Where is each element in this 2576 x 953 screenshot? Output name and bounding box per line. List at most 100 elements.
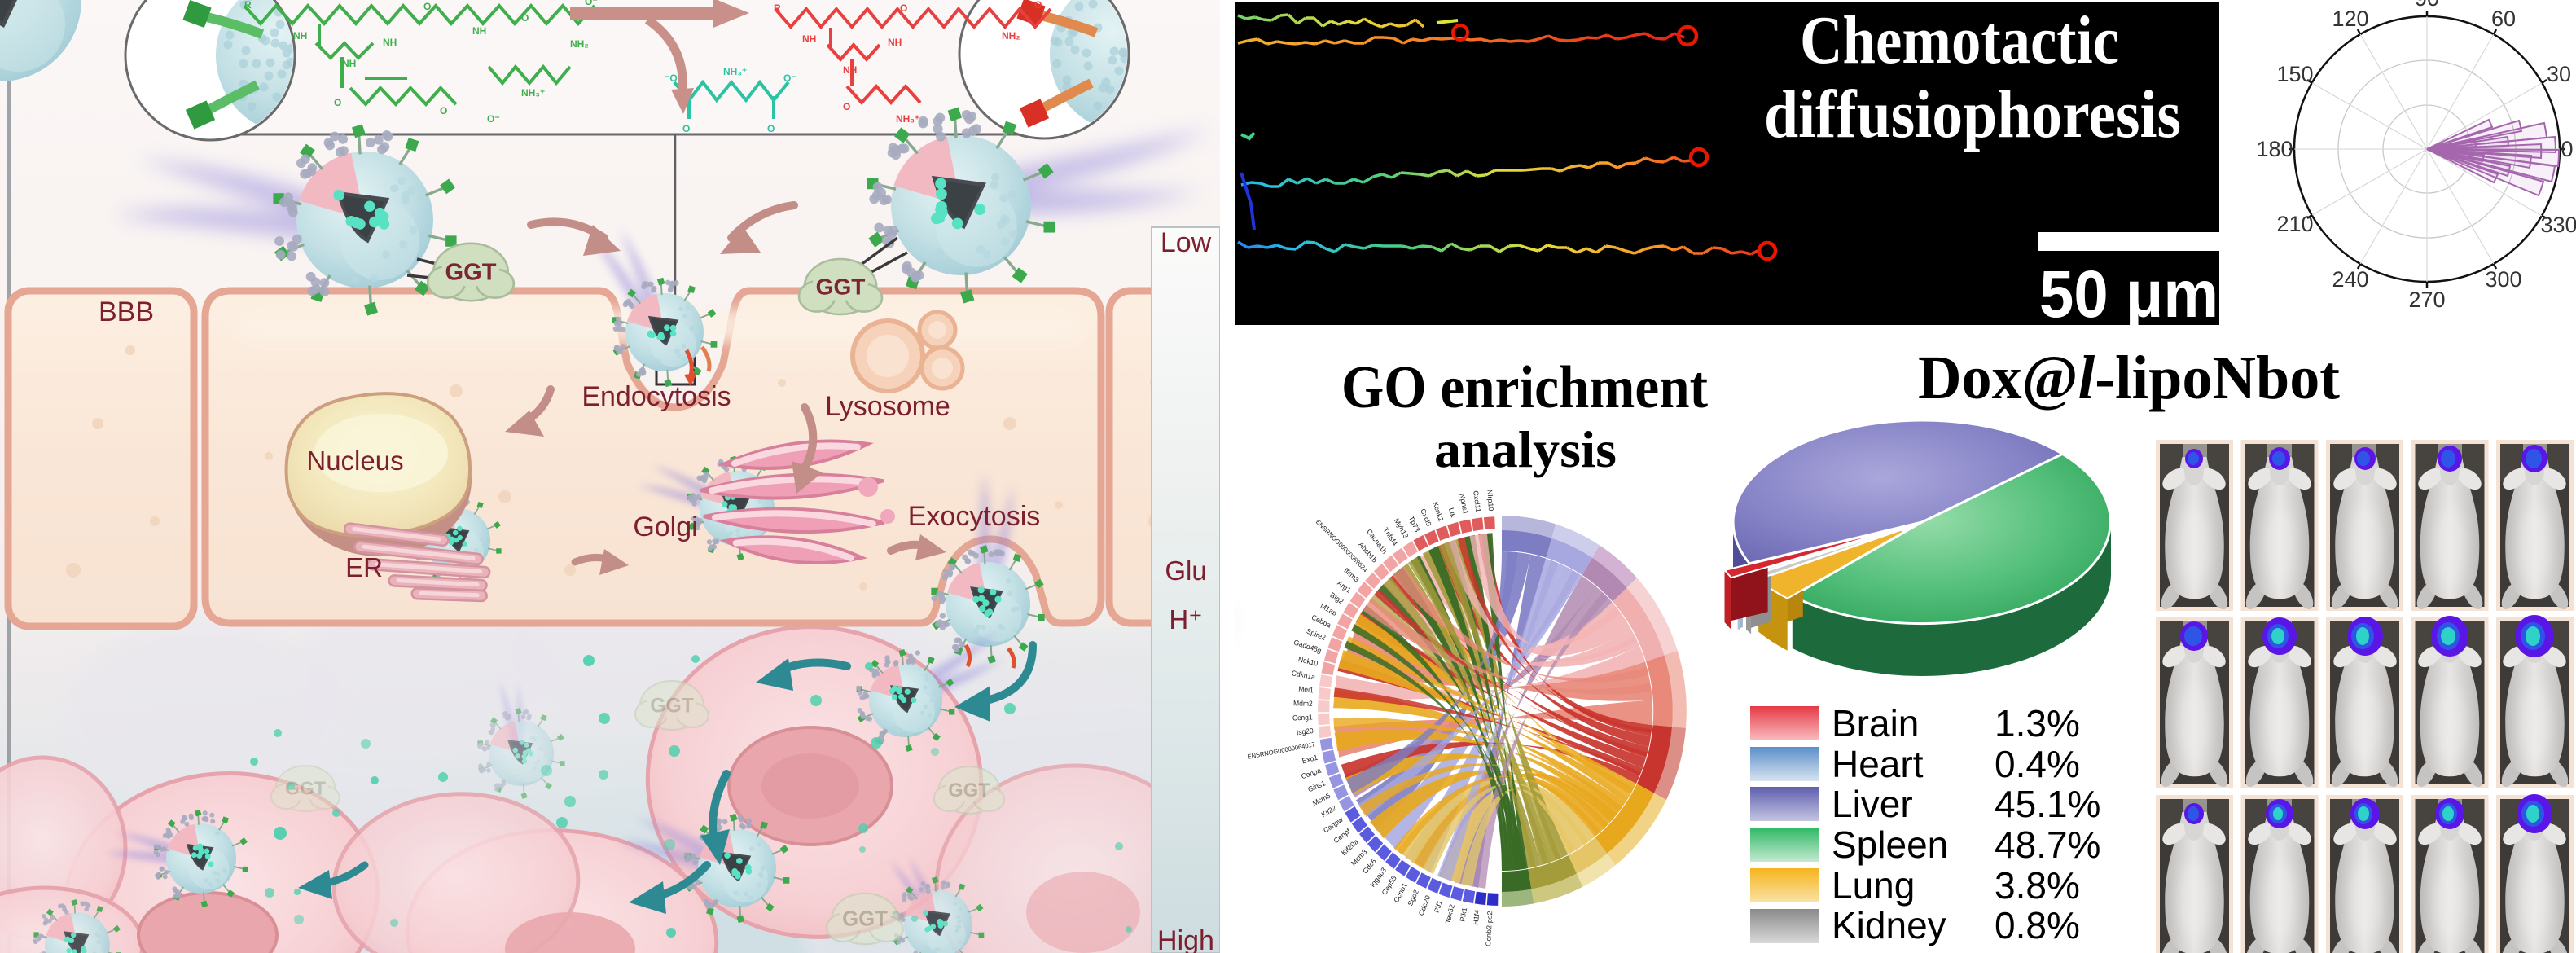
svg-text:NH₃⁺: NH₃⁺ [521,87,545,99]
svg-text:O: O [900,2,907,14]
svg-text:48.7%: 48.7% [1995,823,2100,866]
svg-text:GGT: GGT [445,260,497,286]
svg-text:Arg1: Arg1 [1336,578,1352,595]
svg-text:O: O [682,123,690,134]
svg-text:Ltk: Ltk [1447,507,1458,519]
svg-text:O: O [521,12,529,24]
svg-text:270: 270 [2408,288,2445,312]
svg-text:Cdkn1a: Cdkn1a [1291,669,1316,681]
svg-text:Spleen: Spleen [1832,823,1948,866]
svg-text:O: O [334,97,341,108]
svg-text:Isg20: Isg20 [1296,727,1314,737]
svg-text:NH₂: NH₂ [570,38,589,50]
svg-text:Kif22: Kif22 [1320,803,1338,819]
svg-text:Ccnb2-ps2: Ccnb2-ps2 [1484,911,1494,946]
svg-text:Exo1: Exo1 [1301,753,1319,765]
svg-text:240: 240 [2332,267,2368,292]
svg-text:Heart: Heart [1832,743,1924,785]
svg-text:Cdc6: Cdc6 [1361,857,1377,876]
svg-text:H⁺: H⁺ [1169,604,1202,635]
svg-text:120: 120 [2332,7,2368,31]
svg-text:analysis: analysis [1434,420,1617,478]
svg-text:Brain: Brain [1832,702,1919,744]
svg-text:150: 150 [2276,62,2313,86]
svg-text:GGT: GGT [816,274,866,299]
svg-text:Gadd45g: Gadd45g [1292,638,1322,655]
svg-text:Nlrp10: Nlrp10 [1485,490,1494,512]
svg-text:O⁻: O⁻ [585,0,598,7]
svg-text:90: 90 [2415,0,2439,11]
svg-text:GGT: GGT [650,695,694,717]
svg-text:Cebpa: Cebpa [1310,613,1332,629]
svg-text:High: High [1157,925,1214,953]
svg-text:Glu: Glu [1165,556,1206,586]
svg-text:Gins1: Gins1 [1306,779,1326,793]
svg-text:NH: NH [843,64,857,76]
svg-text:3.8%: 3.8% [1995,864,2080,907]
svg-text:NH₂: NH₂ [1002,30,1020,42]
svg-text:⁻O: ⁻O [665,72,678,84]
svg-text:50 μm: 50 μm [2039,257,2218,332]
svg-text:H1f4: H1f4 [1472,909,1481,925]
svg-text:GO enrichment: GO enrichment [1341,354,1708,421]
svg-text:NH: NH [342,58,356,69]
svg-text:Nucleus: Nucleus [306,446,403,476]
svg-text:GGT: GGT [948,780,990,801]
svg-text:45.1%: 45.1% [1995,783,2100,825]
svg-text:O⁻: O⁻ [487,113,500,125]
svg-text:Liver: Liver [1832,783,1913,825]
svg-text:Spire2: Spire2 [1306,626,1327,642]
svg-text:Btg2: Btg2 [1329,591,1345,606]
svg-text:Kidney: Kidney [1832,904,1946,946]
svg-text:Sgo2: Sgo2 [1406,888,1420,907]
svg-text:Endocytosis: Endocytosis [581,381,731,412]
svg-text:Lung: Lung [1832,864,1915,907]
svg-text:Low: Low [1161,227,1212,258]
svg-text:0.8%: 0.8% [1995,904,2080,946]
svg-text:O: O [423,1,431,12]
svg-text:30: 30 [2547,62,2571,86]
svg-text:Kcnk2: Kcnk2 [1431,500,1445,522]
svg-text:Tex52: Tex52 [1444,903,1456,924]
svg-text:300: 300 [2485,267,2521,292]
svg-text:R: R [244,0,252,11]
svg-text:1.3%: 1.3% [1995,702,2080,744]
svg-text:Dox@l-lipoNbot: Dox@l-lipoNbot [1918,344,2340,412]
svg-text:GGT: GGT [842,908,888,931]
svg-text:Tp73: Tp73 [1407,515,1422,534]
svg-text:Plk1: Plk1 [1459,907,1469,922]
svg-text:Pif1: Pif1 [1433,899,1444,914]
svg-text:NH: NH [472,25,486,37]
svg-text:O: O [767,123,775,134]
svg-text:Cenpa: Cenpa [1300,766,1322,780]
svg-text:Cxcl11: Cxcl11 [1472,490,1482,513]
svg-text:Mcm5: Mcm5 [1311,791,1332,807]
svg-text:Ccnb1: Ccnb1 [1392,881,1409,904]
svg-text:60: 60 [2491,7,2516,31]
svg-text:diffusiophoresis: diffusiophoresis [1764,77,2181,152]
svg-text:Ccng1: Ccng1 [1292,713,1313,722]
svg-text:0: 0 [2561,137,2573,161]
svg-text:NH: NH [293,30,307,42]
svg-text:Lysosome: Lysosome [825,391,950,422]
svg-text:Mdm2: Mdm2 [1293,699,1313,708]
svg-text:Exocytosis: Exocytosis [908,501,1041,532]
svg-text:O⁻: O⁻ [783,72,796,84]
svg-text:Chemotactic: Chemotactic [1800,2,2119,78]
svg-text:NH₃⁺: NH₃⁺ [723,66,747,77]
svg-text:O: O [440,105,447,116]
svg-text:NH: NH [383,37,397,48]
svg-text:Cxcl9: Cxcl9 [1419,507,1433,528]
svg-text:O: O [1034,0,1042,11]
svg-text:0.4%: 0.4% [1995,743,2080,785]
svg-text:210: 210 [2276,212,2313,236]
svg-text:Nek10: Nek10 [1297,655,1319,668]
svg-text:ER: ER [345,552,383,582]
svg-text:NH: NH [888,37,902,48]
svg-text:R: R [774,2,781,14]
svg-text:Golgi: Golgi [633,512,697,542]
svg-text:O: O [843,101,850,112]
svg-text:180: 180 [2256,137,2293,161]
svg-text:M1ap: M1ap [1319,601,1338,617]
svg-text:Mei1: Mei1 [1298,684,1314,694]
